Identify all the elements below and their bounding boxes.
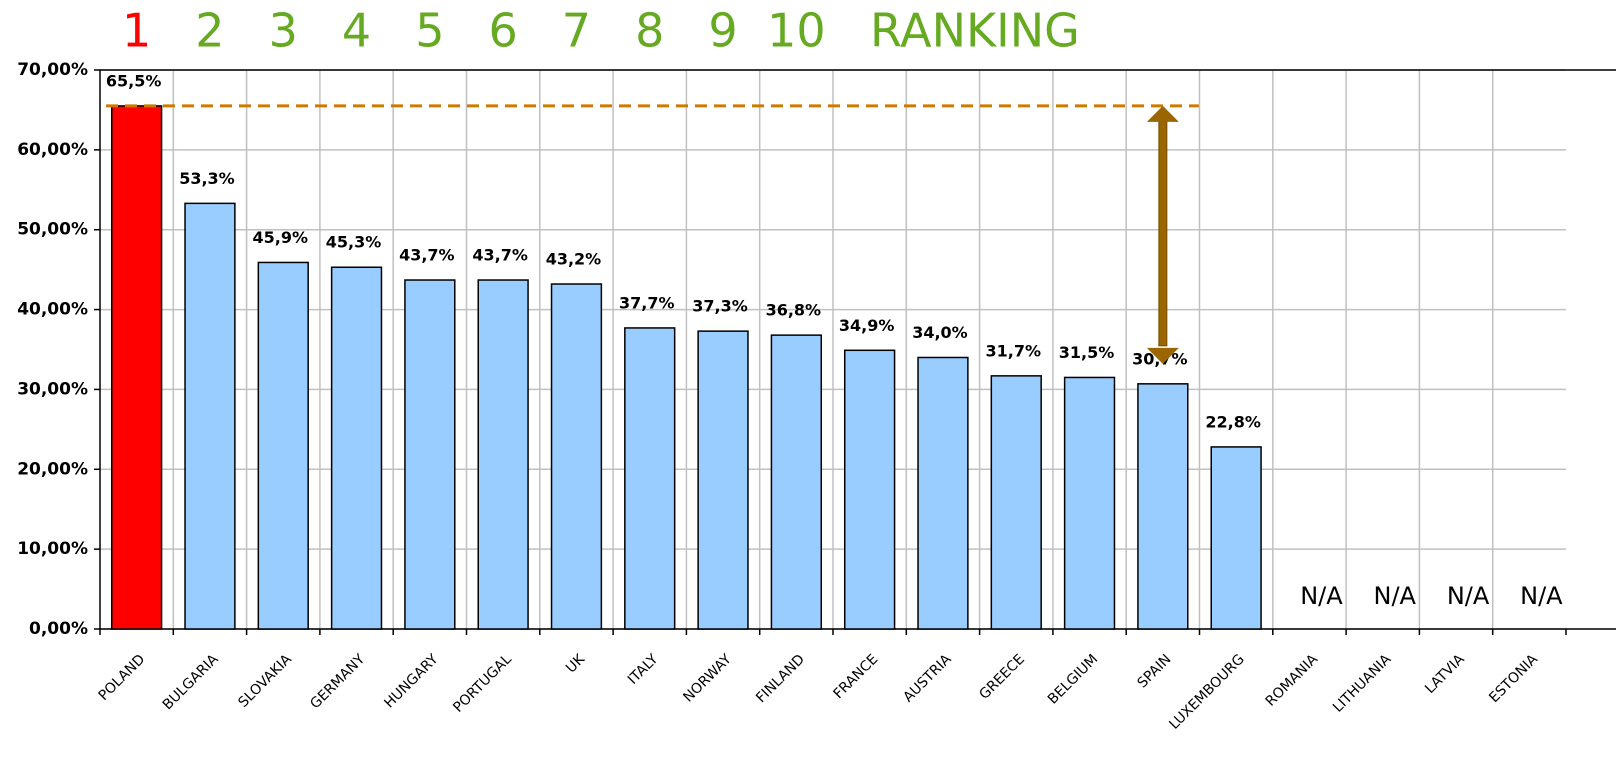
value-label: 43,7%	[472, 246, 528, 265]
arrow-shaft	[1158, 119, 1168, 347]
x-tick-label: PORTUGAL	[450, 651, 515, 716]
ranking-number: 2	[195, 4, 224, 58]
x-tick-label: AUSTRIA	[900, 651, 955, 706]
bar	[477, 279, 529, 630]
x-tick-label: GREECE	[976, 651, 1028, 703]
ranking-number: 6	[489, 4, 518, 58]
bar	[917, 356, 969, 630]
bar	[257, 261, 309, 630]
bar	[330, 266, 383, 630]
x-tick-label: LUXEMBOURG	[1166, 651, 1247, 732]
ranking-number: 7	[562, 4, 591, 58]
arrow-head-up	[1146, 105, 1179, 122]
x-tick-label: SPAIN	[1134, 651, 1174, 691]
y-tick-label: 60,00%	[17, 140, 88, 160]
y-tick-label: 20,00%	[17, 459, 88, 479]
bar	[184, 202, 236, 630]
y-tick-label: 10,00%	[17, 539, 88, 559]
bar	[1210, 446, 1262, 630]
y-tick-label: 70,00%	[17, 60, 88, 80]
x-tick-label: FINLAND	[753, 651, 808, 706]
x-tick-label: LATVIA	[1422, 651, 1468, 697]
ranking-number: 3	[269, 4, 298, 58]
value-label: 45,3%	[326, 233, 382, 252]
bar	[624, 327, 676, 630]
ranking-number: 5	[415, 4, 444, 58]
ranking-number: 9	[708, 4, 737, 58]
ranking-number: 10	[767, 4, 826, 58]
x-tick-label: ITALY	[625, 651, 662, 688]
ranking-number: 1	[122, 4, 151, 58]
ranking-label: RANKING	[870, 4, 1080, 58]
value-label: 43,2%	[546, 250, 602, 269]
bar	[550, 283, 603, 630]
value-label: 43,7%	[399, 246, 455, 265]
value-label: 37,7%	[619, 293, 675, 312]
bar	[1063, 376, 1116, 630]
y-tick-label: 0,00%	[29, 619, 88, 639]
bar	[1137, 383, 1189, 630]
value-label: N/A	[1374, 582, 1417, 610]
x-tick-label: LITHUANIA	[1330, 651, 1395, 716]
x-tick-label: FRANCE	[830, 651, 881, 702]
value-label: 34,9%	[839, 316, 895, 335]
value-label: 53,3%	[179, 169, 235, 188]
x-tick-label: BELGIUM	[1045, 651, 1101, 707]
x-tick-label: UK	[563, 651, 589, 677]
arrow-head-down	[1146, 347, 1179, 364]
y-tick-label: 40,00%	[17, 300, 88, 320]
value-label: N/A	[1520, 582, 1563, 610]
value-label: 31,7%	[985, 341, 1041, 360]
value-label: N/A	[1447, 582, 1490, 610]
value-label: 37,3%	[692, 297, 748, 316]
value-label: 22,8%	[1205, 412, 1261, 431]
x-tick-label: HUNGARY	[381, 651, 441, 711]
ranking-number: 4	[342, 4, 371, 58]
bar	[110, 105, 163, 630]
x-tick-label: NORWAY	[680, 651, 735, 706]
x-tick-label: ESTONIA	[1486, 651, 1541, 706]
value-label: 36,8%	[766, 301, 822, 320]
bar	[697, 330, 749, 630]
x-tick-label: POLAND	[96, 651, 149, 704]
bar	[404, 279, 456, 630]
bar	[990, 375, 1042, 630]
value-label: 65,5%	[106, 71, 162, 90]
value-label: 31,5%	[1059, 343, 1115, 362]
bar	[770, 334, 823, 630]
y-tick-label: 50,00%	[17, 220, 88, 240]
bar	[843, 349, 896, 630]
x-tick-label: ROMANIA	[1263, 651, 1322, 710]
x-tick-label: SLOVAKIA	[235, 651, 295, 711]
y-tick-label: 30,00%	[17, 379, 88, 399]
value-label: N/A	[1300, 582, 1343, 610]
value-label: 34,0%	[912, 323, 968, 342]
value-label: 45,9%	[252, 228, 308, 247]
x-tick-label: BULGARIA	[160, 651, 222, 713]
x-tick-label: GERMANY	[307, 651, 368, 712]
ranking-number: 8	[635, 4, 664, 58]
